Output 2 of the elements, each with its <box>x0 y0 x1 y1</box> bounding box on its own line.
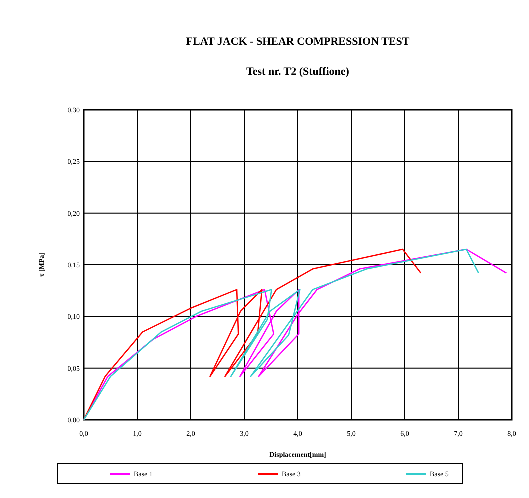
chart-title: FLAT JACK - SHEAR COMPRESSION TEST <box>186 36 410 48</box>
chart-subtitle: Test nr. T2 (Stuffione) <box>246 66 350 78</box>
